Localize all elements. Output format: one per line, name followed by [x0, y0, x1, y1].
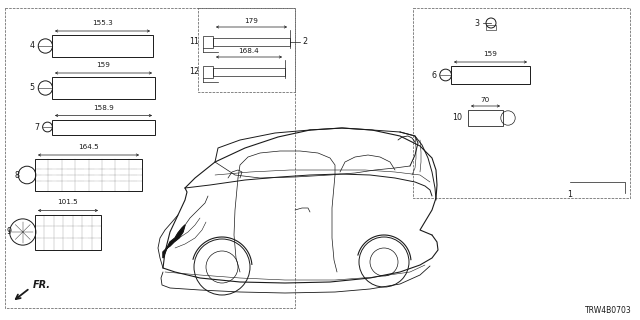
Text: 3: 3	[474, 19, 479, 28]
Bar	[213, 38, 290, 46]
Text: TRW4B0703: TRW4B0703	[585, 306, 632, 315]
Bar	[213, 68, 285, 76]
Text: 159: 159	[97, 62, 111, 68]
Text: 179: 179	[244, 18, 259, 24]
Bar	[35, 214, 101, 250]
Text: 11: 11	[189, 37, 199, 46]
Bar	[52, 77, 155, 99]
Bar	[52, 119, 155, 134]
Text: 70: 70	[481, 97, 490, 103]
Text: 2: 2	[302, 37, 307, 46]
Text: 6: 6	[431, 70, 436, 79]
Text: 10: 10	[452, 114, 462, 123]
Text: 101.5: 101.5	[58, 199, 78, 205]
Text: 12: 12	[189, 68, 199, 76]
Bar	[203, 36, 213, 48]
Bar	[203, 66, 213, 78]
Text: 159: 159	[484, 51, 497, 57]
Bar	[468, 110, 503, 126]
Text: 5: 5	[29, 84, 35, 92]
Text: 8: 8	[14, 171, 19, 180]
Text: 164.5: 164.5	[78, 144, 99, 150]
Text: 4: 4	[29, 42, 35, 51]
Bar	[52, 35, 153, 57]
Text: 158.9: 158.9	[93, 105, 114, 110]
Text: 168.4: 168.4	[239, 48, 259, 54]
Text: 1: 1	[568, 190, 573, 199]
Text: FR.: FR.	[33, 280, 51, 290]
Text: 155.3: 155.3	[92, 20, 113, 26]
Text: 7: 7	[34, 123, 39, 132]
Bar	[486, 25, 496, 30]
Polygon shape	[163, 225, 185, 258]
Bar	[35, 159, 142, 191]
Bar	[451, 66, 530, 84]
Text: 9: 9	[7, 228, 12, 236]
